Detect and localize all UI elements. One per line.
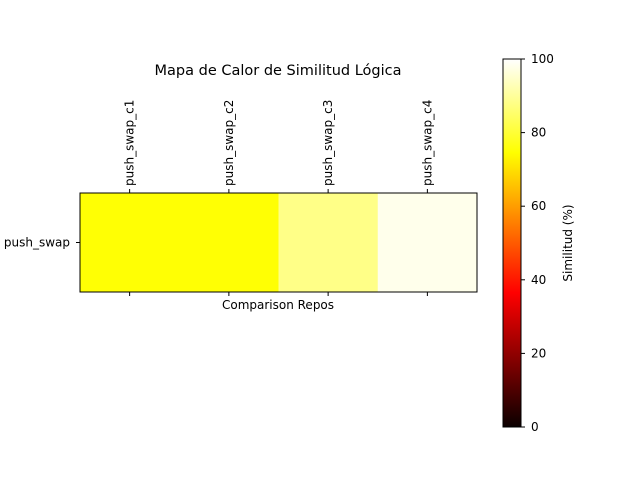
heatmap-cell [278, 193, 379, 292]
colorbar-tick-label: 60 [531, 199, 546, 213]
x-tick-label: push_swap_c4 [420, 100, 434, 186]
y-tick-label: push_swap [4, 236, 70, 250]
heatmap-cell [80, 193, 180, 292]
colorbar-tick-label: 80 [531, 126, 546, 140]
colorbar-tick-label: 20 [531, 346, 546, 360]
colorbar-frame [502, 58, 522, 428]
x-tick-label: push_swap_c1 [123, 100, 137, 186]
colorbar-gradient [503, 59, 521, 427]
heatmap-cell [377, 193, 478, 292]
colorbar-tick-label: 0 [531, 420, 539, 434]
heatmap-cells [80, 193, 478, 292]
colorbar-label: Similitud (%) [561, 204, 575, 281]
chart-title: Mapa de Calor de Similitud Lógica [155, 63, 402, 79]
colorbar-tick-label: 100 [531, 52, 554, 66]
heatmap-cell [179, 193, 279, 292]
x-axis-ticks: push_swap_c1 push_swap_c2 push_swap_c3 push… [123, 100, 434, 296]
colorbar-tick-label: 40 [531, 273, 546, 287]
x-tick-label: push_swap_c3 [321, 100, 335, 186]
x-tick-label: push_swap_c2 [222, 100, 236, 186]
colorbar-ticks: 0 20 40 60 80 100 [521, 52, 554, 434]
y-axis-ticks: push_swap [4, 236, 80, 250]
x-axis-label: Comparison Repos [222, 298, 334, 312]
